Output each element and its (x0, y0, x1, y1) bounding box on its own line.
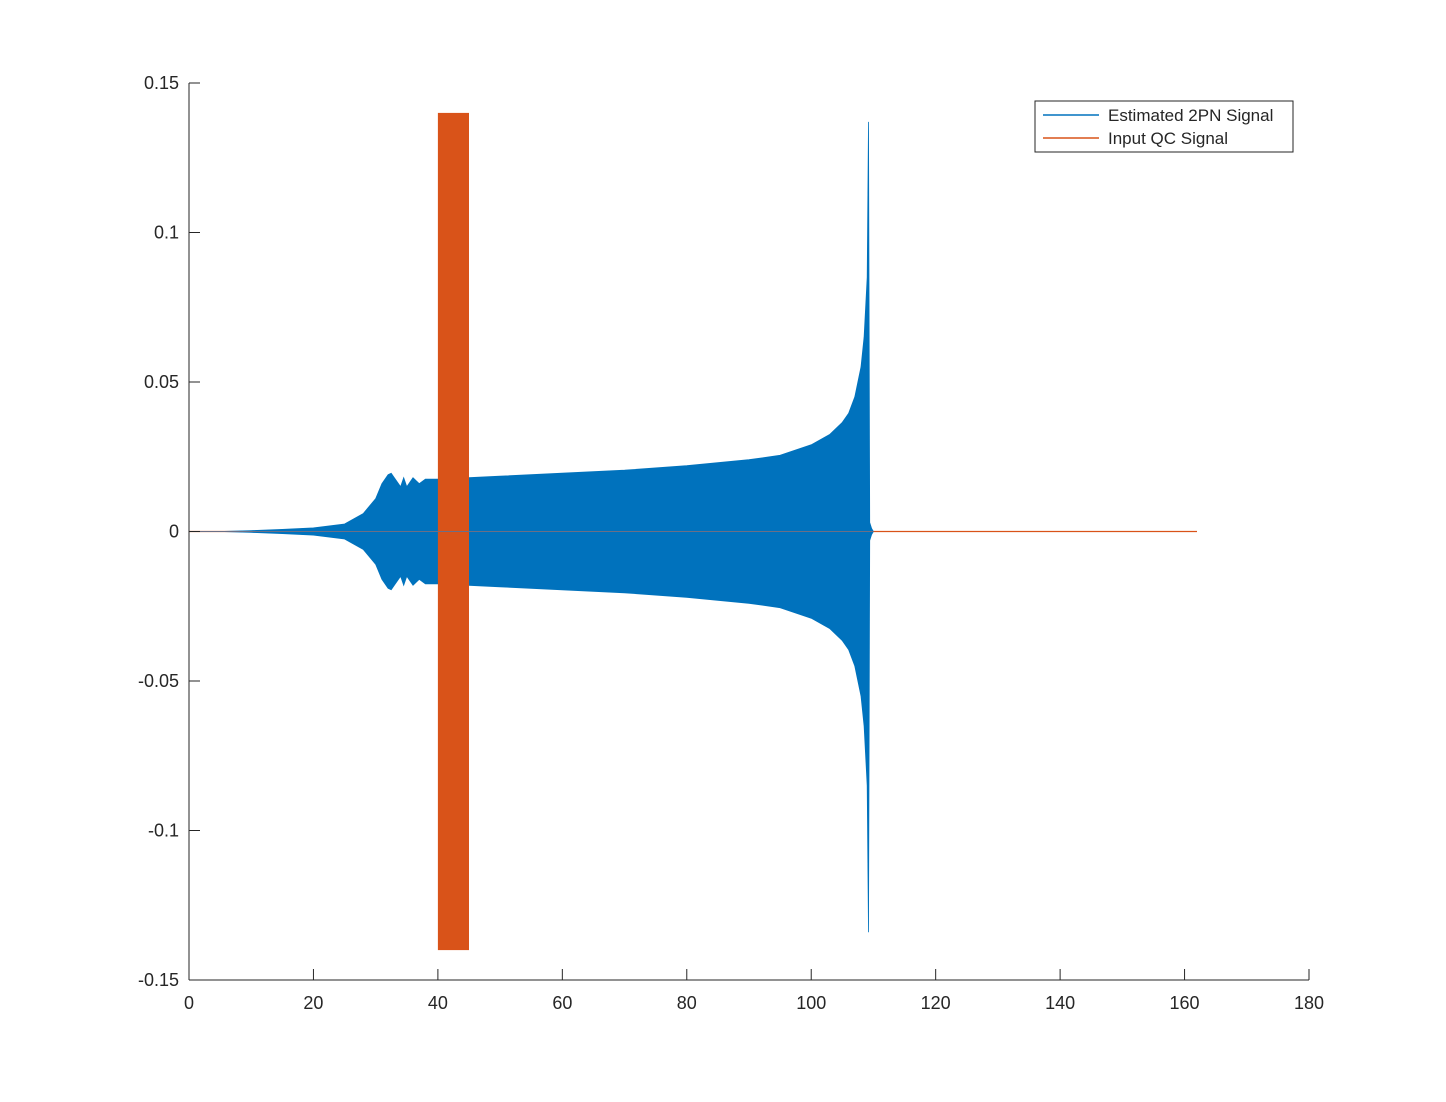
legend-label: Estimated 2PN Signal (1108, 106, 1273, 125)
y-tick-label: -0.05 (138, 671, 179, 691)
y-tick-label: -0.1 (148, 821, 179, 841)
x-tick-label: 100 (796, 993, 826, 1013)
y-tick-label: 0.1 (154, 223, 179, 243)
x-tick-label: 0 (184, 993, 194, 1013)
legend-label: Input QC Signal (1108, 129, 1228, 148)
y-tick-label: -0.15 (138, 970, 179, 990)
x-tick-label: 40 (428, 993, 448, 1013)
series-estimated-2pn-signal (189, 121, 874, 933)
x-tick-label: 140 (1045, 993, 1075, 1013)
y-tick-label: 0.15 (144, 73, 179, 93)
plot-area (189, 112, 1197, 951)
axes: 0 20 40 60 80 100 120 140 160 180 -0.15 -0.1 -0.05 0 0… (138, 73, 1324, 1013)
x-tick-label: 120 (921, 993, 951, 1013)
x-tick-label: 160 (1170, 993, 1200, 1013)
y-tick-label: 0 (169, 522, 179, 542)
x-tick-label: 80 (677, 993, 697, 1013)
y-tick-label: 0.05 (144, 372, 179, 392)
legend-box (1034, 100, 1294, 153)
x-tick-label: 20 (303, 993, 323, 1013)
x-tick-label: 60 (552, 993, 572, 1013)
x-tick-label: 180 (1294, 993, 1324, 1013)
